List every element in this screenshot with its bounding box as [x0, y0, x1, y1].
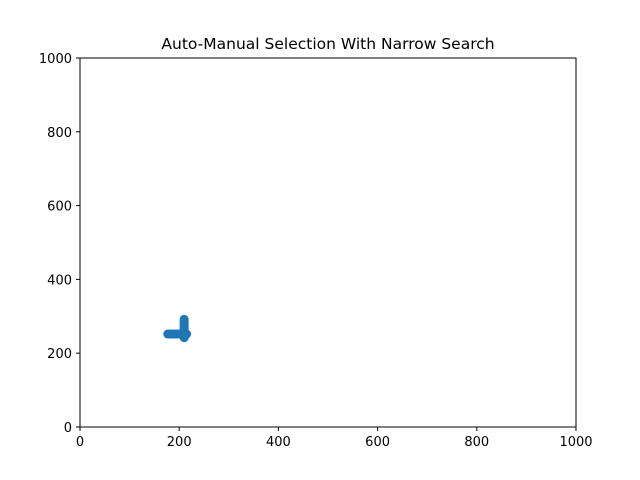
axes-layer: 0 200 400 600 800 1000 0 200 400 600 800 1000 [39, 52, 593, 450]
chart-title: Auto-Manual Selection With Narrow Search [161, 35, 494, 53]
y-tick-label: 200 [47, 347, 72, 362]
y-tick-label: 0 [64, 421, 72, 436]
y-tick-label: 800 [47, 126, 72, 141]
x-tick-label: 0 [76, 435, 84, 450]
y-tick-label: 600 [47, 200, 72, 215]
x-tick-label: 600 [365, 435, 390, 450]
data-point [179, 314, 189, 324]
x-tick-label: 400 [266, 435, 291, 450]
x-tick-label: 200 [167, 435, 192, 450]
y-tick-label: 1000 [39, 52, 72, 67]
y-tick-label: 400 [47, 273, 72, 288]
x-tick-label: 800 [464, 435, 489, 450]
data-points-layer [163, 314, 192, 343]
x-tick-label: 1000 [559, 435, 592, 450]
plot-frame [79, 57, 577, 428]
